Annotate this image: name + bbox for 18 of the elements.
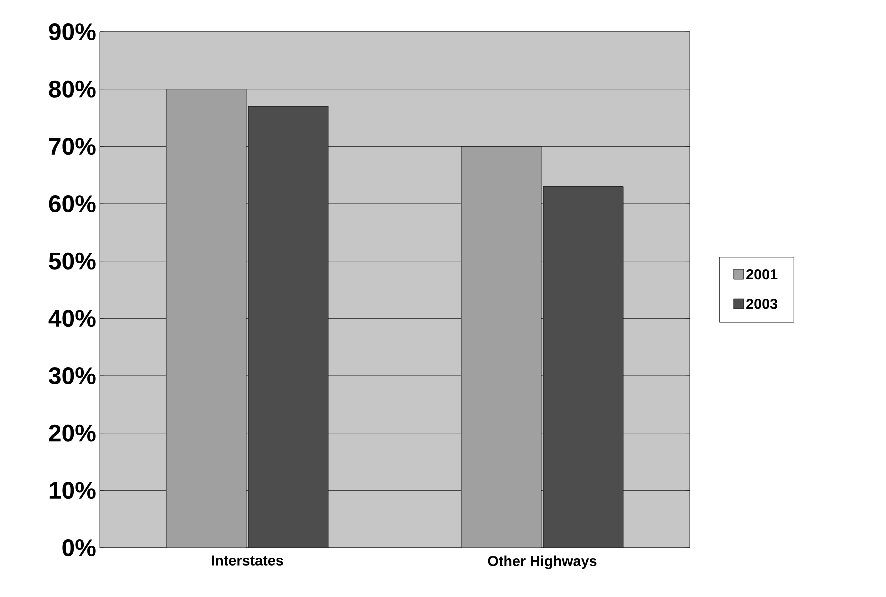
y-tick-label: 30% xyxy=(48,367,96,385)
y-tick-label: 20% xyxy=(49,424,96,442)
x-tick-label: Other Highways xyxy=(488,556,597,570)
y-tick-label: 90% xyxy=(49,24,96,41)
bar xyxy=(248,106,329,548)
bar xyxy=(461,146,542,548)
legend-label: 2001 xyxy=(746,269,778,280)
y-tick-label: 50% xyxy=(49,252,96,270)
bar xyxy=(543,186,624,548)
y-tick-label: 10% xyxy=(50,482,96,500)
y-tick-label: 60% xyxy=(49,196,96,212)
y-tick-label: 70% xyxy=(49,138,96,156)
y-tick-label: 80% xyxy=(49,80,96,98)
y-tick-label: 0% xyxy=(62,540,96,556)
bar xyxy=(166,89,247,548)
y-tick-label: 40% xyxy=(48,310,96,328)
legend-label: 2003 xyxy=(746,299,778,310)
x-tick-label: Interstates xyxy=(212,556,284,566)
